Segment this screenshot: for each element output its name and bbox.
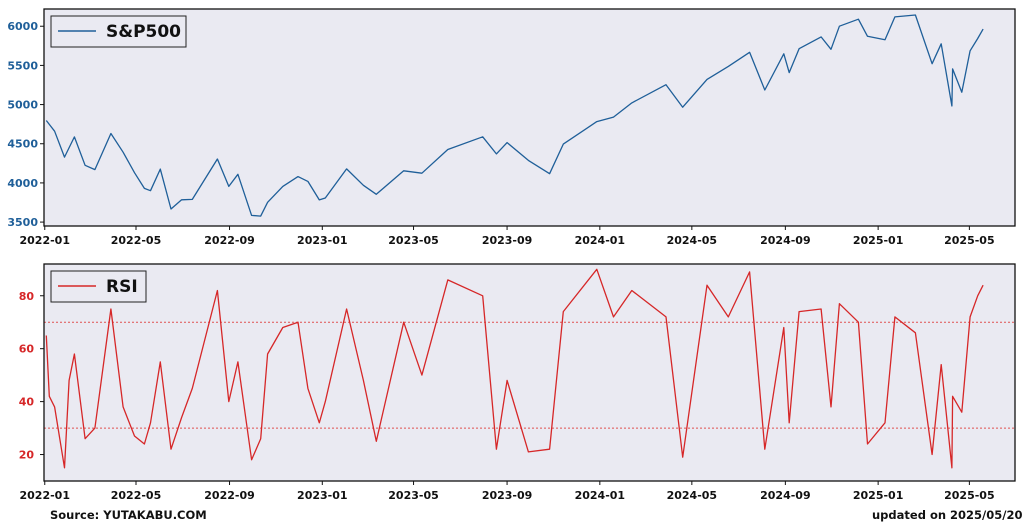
- rsi-y-tick-label: 40: [19, 396, 35, 409]
- rsi-x-tick-label: 2025-05: [944, 489, 995, 502]
- sp500-x-tick-label: 2024-01: [575, 234, 626, 247]
- updated-label: updated on 2025/05/20: [872, 508, 1023, 522]
- rsi-x-tick-label: 2024-09: [760, 489, 811, 502]
- sp500-chart: 3500 4000 4500 5000 5500 6000 2022-01 2022-05 20…: [7, 8, 1016, 247]
- sp500-y-tick-label: 5000: [7, 99, 38, 112]
- rsi-x-tick-label: 2024-05: [667, 489, 718, 502]
- sp500-y-tick-label: 3500: [7, 216, 38, 229]
- rsi-x-tick-label: 2022-09: [204, 489, 255, 502]
- sp500-x-tick-label: 2025-05: [944, 234, 995, 247]
- sp500-y-tick-label: 4500: [7, 138, 38, 151]
- rsi-legend: RSI: [50, 270, 147, 303]
- sp500-x-tick-label: 2023-01: [297, 234, 348, 247]
- sp500-x-tick-label: 2022-09: [204, 234, 255, 247]
- sp500-x-tick-label: 2025-01: [853, 234, 904, 247]
- sp500-plot-area: [44, 9, 1015, 226]
- rsi-x-tick-label: 2025-01: [853, 489, 904, 502]
- rsi-plot-frame: [43, 263, 1016, 482]
- rsi-plot-area: [44, 264, 1015, 481]
- sp500-legend: S&P500: [50, 15, 187, 48]
- sp500-y-tick-label: 5500: [7, 59, 38, 72]
- source-label: Source: YUTAKABU.COM: [50, 508, 207, 522]
- rsi-x-tick-label: 2022-01: [20, 489, 71, 502]
- sp500-legend-label: S&P500: [106, 22, 181, 42]
- sp500-x-tick-label: 2023-05: [388, 234, 439, 247]
- rsi-x-tick-label: 2022-05: [111, 489, 162, 502]
- sp500-series-line: [45, 14, 984, 217]
- sp500-x-tick-label: 2024-09: [760, 234, 811, 247]
- rsi-x-tick-label: 2023-05: [388, 489, 439, 502]
- sp500-x-tick-label: 2024-05: [667, 234, 718, 247]
- rsi-x-tick-label: 2023-01: [297, 489, 348, 502]
- rsi-x-tick-label: 2023-09: [482, 489, 533, 502]
- rsi-y-tick-label: 60: [19, 343, 35, 356]
- sp500-x-tick-label: 2022-01: [20, 234, 71, 247]
- rsi-y-tick-label: 80: [19, 290, 35, 303]
- sp500-y-tick-label: 6000: [7, 20, 38, 33]
- rsi-y-tick-label: 20: [19, 449, 35, 462]
- sp500-x-tick-label: 2023-09: [482, 234, 533, 247]
- sp500-plot-frame: [43, 8, 1016, 227]
- sp500-y-tick-label: 4000: [7, 177, 38, 190]
- rsi-series-line: [45, 268, 984, 469]
- rsi-legend-label: RSI: [106, 277, 138, 297]
- rsi-chart: 20 40 60 80 2022-01 2022-05 2022-09 2023-01 2023…: [19, 263, 1016, 502]
- sp500-x-tick-label: 2022-05: [111, 234, 162, 247]
- rsi-x-tick-label: 2024-01: [575, 489, 626, 502]
